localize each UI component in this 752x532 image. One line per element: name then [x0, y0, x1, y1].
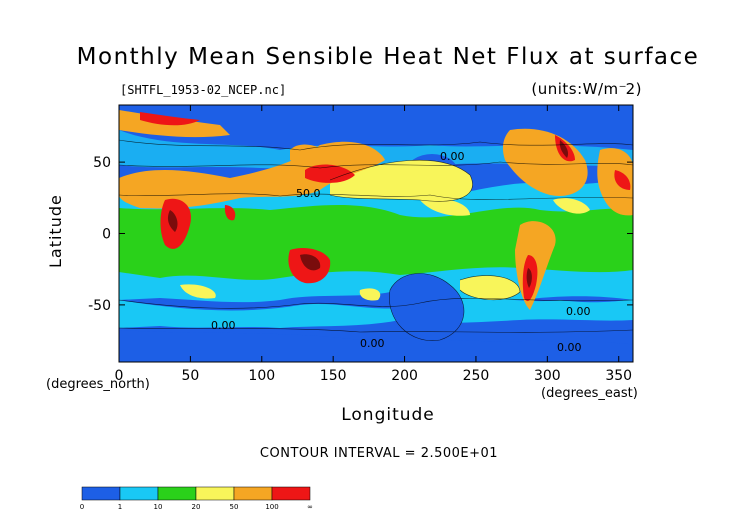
contour-interval-note: CONTOUR INTERVAL = 2.500E+01: [259, 446, 499, 461]
map-labels: 50.0 0.00 0.00 0.00 0.00 0.00: [211, 150, 591, 354]
colorbar-label: ∞: [307, 503, 313, 511]
map-label: 0.00: [440, 150, 465, 163]
x-tick-label: 0: [115, 368, 124, 384]
colorbar-swatch: [233, 486, 273, 501]
map-label: 0.00: [557, 341, 582, 354]
map-field: 50.0 0.00 0.00 0.00 0.00 0.00: [119, 105, 633, 362]
colorbar-swatch: [81, 486, 121, 501]
colorbar-label: 0: [80, 503, 84, 511]
band-green: [119, 205, 633, 280]
australia-dark: [300, 254, 321, 271]
colorbar-swatch: [119, 486, 159, 501]
x-axis-ticks: 0 50 100 150 200 250 300 350: [115, 105, 632, 384]
south-pacific-pool: [389, 273, 464, 341]
x-axis-title: Longitude: [341, 405, 435, 425]
north-cyan: [119, 130, 633, 169]
indian-yellow: [180, 284, 216, 299]
colorbar-swatch: [271, 486, 311, 501]
y-tick-label: -50: [88, 298, 111, 314]
atlantic-yellow: [553, 198, 590, 214]
colorbar-label: 50: [230, 503, 239, 511]
y-tick-label: 0: [102, 227, 111, 243]
y-axis-ticks: -50 0 50: [88, 155, 633, 314]
south-pacific-yellow: [460, 275, 520, 300]
colorbar-swatch: [195, 486, 235, 501]
colorbar-label: 20: [192, 503, 201, 511]
x-tick-label: 250: [463, 368, 490, 384]
tasman-yellow: [359, 288, 381, 301]
x-tick-label: 150: [320, 368, 347, 384]
y-axis-unit: (degrees_north): [46, 377, 150, 392]
x-tick-label: 100: [248, 368, 275, 384]
map-label: 0.00: [360, 337, 385, 350]
map-label: 50.0: [296, 187, 321, 200]
andes-dark: [526, 268, 532, 288]
x-tick-label: 350: [605, 368, 632, 384]
colorbar-label: 1: [118, 503, 122, 511]
y-tick-label: 50: [93, 155, 111, 171]
units-label: (units:W/m⁻2): [531, 80, 642, 98]
east-asia-red: [305, 164, 355, 183]
east-orange: [597, 148, 633, 216]
contour-lines: [119, 139, 633, 341]
x-tick-label: 50: [181, 368, 199, 384]
colorbar-label: 100: [265, 503, 278, 511]
x-axis-unit: (degrees_east): [541, 386, 638, 401]
x-tick-label: 200: [391, 368, 418, 384]
southern-cyan: [119, 298, 633, 328]
map-label: 0.00: [211, 319, 236, 332]
india-red: [224, 205, 236, 221]
north-pacific-yellow: [330, 160, 473, 202]
east-red: [614, 170, 631, 190]
colorbar-label: 10: [154, 503, 163, 511]
x-tick-label: 300: [534, 368, 561, 384]
antarctic-band: [119, 330, 633, 362]
equatorial-yellow: [420, 198, 470, 216]
chart-title: Monthly Mean Sensible Heat Net Flux at s…: [76, 44, 700, 70]
colorbar-swatch: [157, 486, 197, 501]
arctic-red: [140, 112, 200, 126]
map-label: 0.00: [566, 305, 591, 318]
africa-dark: [167, 210, 178, 232]
colorbar: 0 1 10 20 50 100 ∞: [80, 486, 313, 511]
source-file-label: [SHTFL_1953-02_NCEP.nc]: [120, 83, 287, 97]
